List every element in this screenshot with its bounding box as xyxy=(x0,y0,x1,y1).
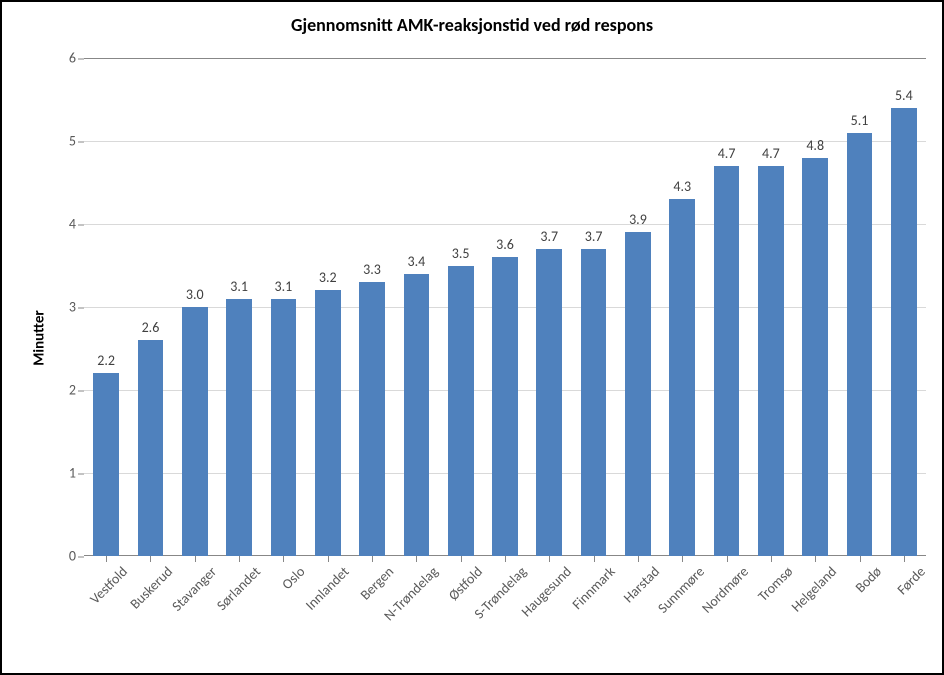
bar: 3.4 xyxy=(404,274,430,556)
bar: 4.7 xyxy=(714,166,740,556)
bar: 4.3 xyxy=(669,199,695,556)
bar-value-label: 3.1 xyxy=(230,278,248,295)
bar: 4.7 xyxy=(758,166,784,556)
y-tick-label: 5 xyxy=(69,133,76,150)
x-tick-label: Bodø xyxy=(844,556,884,596)
y-tick-label: 1 xyxy=(69,465,76,482)
x-tick-label: Helgeland xyxy=(781,556,840,615)
x-tick-label: Vestfold xyxy=(80,556,131,607)
gridline xyxy=(84,224,926,225)
x-tick-label: Innlandet xyxy=(295,556,353,614)
bar: 2.6 xyxy=(138,340,164,556)
bar: 3.5 xyxy=(448,266,474,557)
bar: 5.4 xyxy=(891,108,917,556)
bar-value-label: 3.6 xyxy=(496,236,514,253)
bar: 5.1 xyxy=(847,133,873,556)
bar: 3.6 xyxy=(492,257,518,556)
y-tick-label: 3 xyxy=(69,299,76,316)
plot-area: 01234562.2Vestfold2.6Buskerud3.0Stavange… xyxy=(84,58,926,556)
y-tick-label: 6 xyxy=(69,50,76,67)
bar-value-label: 3.3 xyxy=(363,261,381,278)
bar-value-label: 3.7 xyxy=(585,228,603,245)
bar: 3.7 xyxy=(536,249,562,556)
x-tick-label: Finnmark xyxy=(562,556,619,613)
bar: 3.3 xyxy=(359,282,385,556)
bar-value-label: 4.3 xyxy=(673,178,691,195)
bar-value-label: 3.4 xyxy=(407,253,425,270)
x-tick-label: Buskerud xyxy=(119,556,176,613)
y-tick-label: 4 xyxy=(69,216,76,233)
bar: 2.2 xyxy=(93,373,119,556)
bar: 3.2 xyxy=(315,290,341,556)
y-axis-label: Minutter xyxy=(31,310,49,365)
x-tick-label: Nordmøre xyxy=(691,556,752,617)
x-tick-label: Sunnmøre xyxy=(647,556,708,617)
x-tick-label: Sørlandet xyxy=(206,556,264,614)
bar: 3.1 xyxy=(271,299,297,556)
bar-value-label: 3.1 xyxy=(275,278,293,295)
bar: 3.7 xyxy=(581,249,607,556)
bar-value-label: 3.9 xyxy=(629,211,647,228)
bar-value-label: 2.2 xyxy=(97,352,115,369)
chart-title: Gjennomsnitt AMK-reaksjonstid ved rød re… xyxy=(2,14,942,36)
chart-frame: Gjennomsnitt AMK-reaksjonstid ved rød re… xyxy=(0,0,944,675)
bar: 3.0 xyxy=(182,307,208,556)
bar-value-label: 4.8 xyxy=(806,137,824,154)
gridline xyxy=(84,141,926,142)
x-tick-label: Stavanger xyxy=(161,556,220,615)
bar: 4.8 xyxy=(802,158,828,556)
y-tick-label: 2 xyxy=(69,382,76,399)
bar-value-label: 5.4 xyxy=(895,87,913,104)
bar-value-label: 2.6 xyxy=(142,319,160,336)
bar-value-label: 3.5 xyxy=(452,245,470,262)
bar-value-label: 4.7 xyxy=(718,145,736,162)
bar-value-label: 3.7 xyxy=(540,228,558,245)
y-tick-label: 0 xyxy=(69,548,76,565)
x-tick-label: Førde xyxy=(887,556,929,598)
bar: 3.1 xyxy=(226,299,252,556)
bar-value-label: 3.2 xyxy=(319,269,337,286)
bar: 3.9 xyxy=(625,232,651,556)
bar-value-label: 4.7 xyxy=(762,145,780,162)
bar-value-label: 5.1 xyxy=(851,112,869,129)
bar-value-label: 3.0 xyxy=(186,286,204,303)
